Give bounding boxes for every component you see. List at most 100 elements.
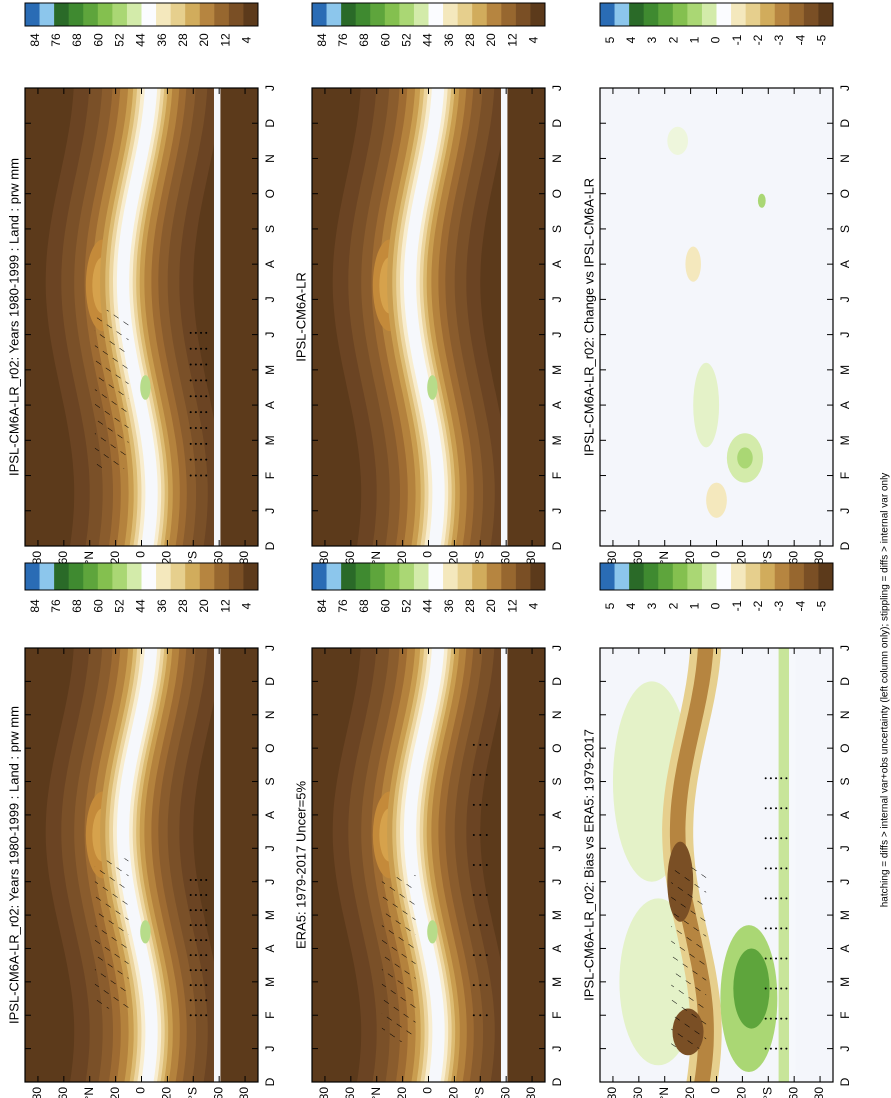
colorbar-swatch: [185, 3, 201, 26]
stipple: [769, 1017, 772, 1020]
month-label: M: [838, 910, 852, 920]
month-label: M: [838, 365, 852, 375]
month-label: N: [263, 710, 277, 719]
lat-label: 80: [30, 1087, 44, 1098]
colorbar-swatch: [243, 3, 259, 26]
panel-title: IPSL-CM6A-LR_r02: Bias vs ERA5: 1979-201…: [581, 729, 596, 1001]
month-label: D: [263, 677, 277, 686]
ocean-strip: [788, 648, 796, 1082]
stipple: [780, 867, 783, 870]
colorbar-swatch: [716, 3, 732, 26]
month-label: S: [550, 778, 564, 786]
stipple: [200, 879, 203, 882]
lat-label: °N: [657, 1087, 671, 1098]
colorbar-swatch: [228, 3, 244, 26]
stipple: [775, 957, 778, 960]
colorbar-swatch: [355, 563, 371, 590]
lat-label: °N: [82, 1087, 96, 1098]
hatching: [381, 875, 416, 1042]
footnote: hatching = diffs > internal var+obs unce…: [880, 473, 891, 908]
stipple: [205, 894, 208, 897]
colorbar-swatch: [614, 3, 630, 26]
lat-label: °N: [82, 551, 96, 564]
stipple: [780, 807, 783, 810]
stipple: [485, 894, 488, 897]
colorbar-label: 20: [197, 33, 211, 47]
stipple: [194, 924, 197, 927]
colorbar-label: 0: [709, 602, 723, 609]
colorbar-swatch: [54, 3, 69, 26]
lat-label: 60: [211, 551, 225, 565]
colorbar-swatch: [312, 3, 327, 26]
colorbar-swatch: [326, 3, 342, 26]
colorbar-swatch: [97, 563, 113, 590]
lat-label: 0: [709, 1087, 723, 1094]
colorbar-swatch: [745, 3, 761, 26]
panel-title: ERA5: 1979-2017 Uncer=5%: [293, 781, 308, 949]
lat-label: 60: [56, 551, 70, 565]
month-label: F: [263, 1012, 277, 1019]
colorbar-swatch: [760, 3, 776, 26]
colorbar-swatch: [803, 3, 819, 26]
colorbar-swatch: [68, 3, 84, 26]
stipple: [189, 954, 192, 957]
lat-label: 80: [237, 551, 251, 565]
stipple: [472, 1014, 475, 1017]
stipple: [194, 969, 197, 972]
stipple: [780, 957, 783, 960]
lat-label: °S: [185, 1087, 199, 1098]
panel: IPSL-CM6A-LR_r02: Change vs IPSL-CM6A-LR…: [581, 85, 852, 564]
month-label: J: [838, 85, 852, 91]
month-label: O: [263, 743, 277, 752]
colorbar-swatch: [472, 3, 488, 26]
colorbar-frame: [311, 2, 546, 27]
colorbar-label: 44: [421, 33, 435, 47]
colorbar-swatch: [687, 563, 703, 590]
lat-label: °S: [185, 551, 199, 564]
stipple: [764, 837, 767, 840]
blob: [427, 375, 438, 400]
month-label: J: [838, 645, 852, 651]
month-label: S: [263, 778, 277, 786]
colorbar-label: 0: [709, 36, 723, 43]
stipple: [205, 331, 208, 334]
contour-band: [116, 88, 158, 546]
polar-land: [220, 648, 258, 1082]
stipple: [200, 1014, 203, 1017]
colorbar-label: 68: [357, 33, 371, 47]
stipple: [194, 909, 197, 912]
colorbar-label: 20: [484, 33, 498, 47]
stipple: [194, 442, 197, 445]
stipple: [194, 474, 197, 477]
stipple: [189, 939, 192, 942]
colorbar-label: 84: [28, 599, 42, 613]
lat-label: 60: [786, 1087, 800, 1098]
colorbar-swatch: [486, 3, 502, 26]
colorbar-swatch: [629, 563, 644, 590]
colorbar-swatch: [413, 3, 429, 26]
lat-label: 60: [211, 1087, 225, 1098]
month-label: F: [550, 1012, 564, 1019]
month-label: J: [550, 845, 564, 851]
field: [600, 648, 833, 1082]
stipple: [479, 954, 482, 957]
lat-label: 20: [160, 551, 174, 565]
colorbar-label: 4: [240, 602, 254, 609]
month-label: M: [263, 910, 277, 920]
month-label: N: [550, 710, 564, 719]
colorbar-swatch: [399, 563, 415, 590]
lat-label: 20: [395, 1087, 409, 1098]
colorbar-swatch: [501, 563, 517, 590]
colorbar-swatch: [214, 3, 230, 26]
lat-label: 0: [421, 551, 435, 558]
stipple: [200, 411, 203, 414]
stipple: [769, 987, 772, 990]
colorbar-swatch: [428, 563, 444, 590]
month-label: M: [550, 365, 564, 375]
month-label: D: [263, 119, 277, 128]
field: [25, 88, 258, 546]
panel: IPSL-CM6A-LR_r02: Years 1980-1999 : Land…: [6, 85, 277, 564]
colorbar-label: -2: [751, 600, 765, 611]
stipple: [775, 1017, 778, 1020]
